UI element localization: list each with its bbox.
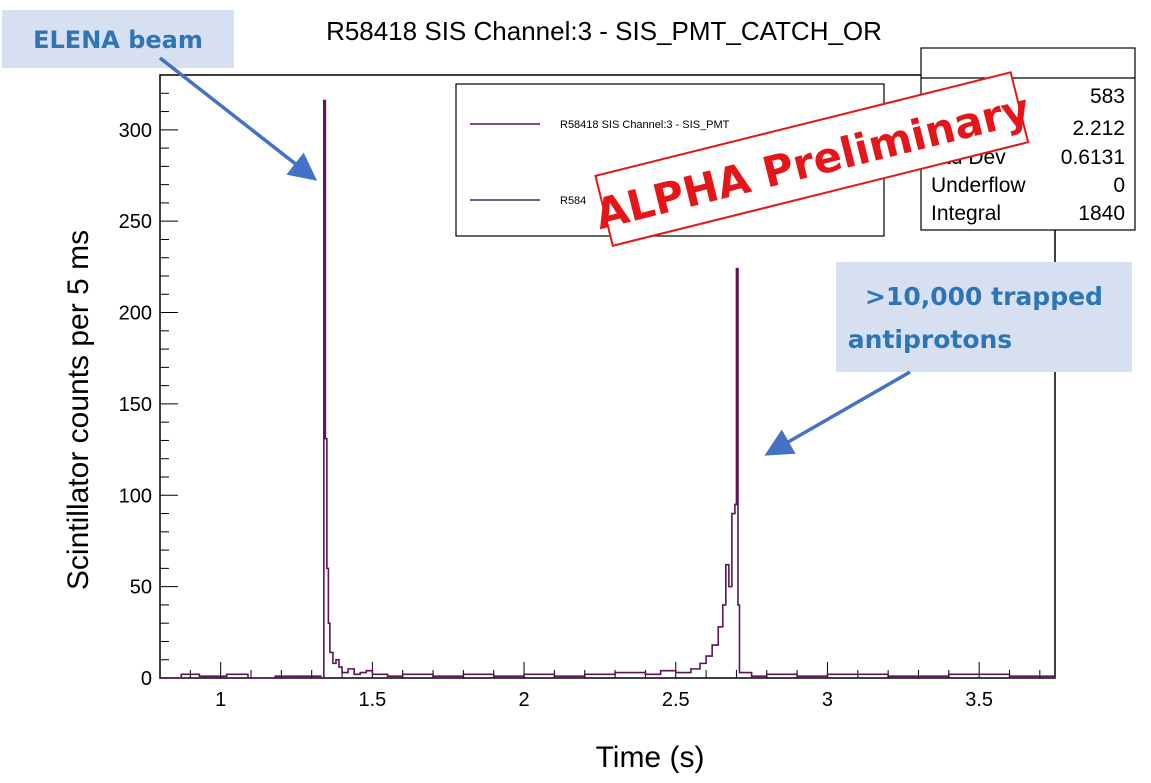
legend-entry-1: R58418 SIS Channel:3 - SIS_PMT	[560, 119, 730, 131]
stats-value-underflow: 0	[1113, 174, 1125, 197]
x-tick-label: 2	[519, 689, 530, 711]
elena-beam-arrow	[158, 56, 318, 181]
elena-beam-callout: ELENA beam	[2, 10, 318, 181]
trapped-label-box	[836, 262, 1132, 372]
plot-frame	[159, 74, 1056, 679]
stats-value-entries: 583	[1090, 85, 1125, 108]
stats-label-integral: Integral	[931, 202, 1001, 225]
trapped-antiprotons-callout: >10,000 trapped antiprotons	[764, 262, 1132, 456]
x-tick-label: 1	[215, 689, 226, 711]
series-histogram-line	[160, 99, 1056, 679]
y-tick-label: 300	[119, 120, 152, 142]
y-axis-ticks: 0 50 100 150 200 250 300	[119, 74, 178, 690]
y-tick-label: 150	[119, 394, 152, 416]
elena-beam-label-box	[2, 10, 234, 68]
stats-value-mean: 2.212	[1072, 117, 1125, 140]
trapped-label-line-2: antiprotons	[848, 325, 1012, 354]
stats-value-stddev: 0.6131	[1061, 146, 1125, 169]
y-tick-label: 250	[119, 211, 152, 233]
y-tick-label: 200	[119, 303, 152, 325]
elena-beam-label: ELENA beam	[33, 26, 203, 54]
preliminary-stamp-box	[594, 71, 1030, 247]
x-tick-label: 1.5	[358, 689, 386, 711]
stats-value-integral: 1840	[1078, 202, 1125, 225]
trapped-antiprotons-arrow	[764, 370, 911, 456]
x-tick-label: 3	[822, 689, 833, 711]
legend-entry-2: R584	[560, 195, 586, 207]
chart-title: R58418 SIS Channel:3 - SIS_PMT_CATCH_OR	[326, 16, 882, 46]
x-axis-ticks: 1 1.5 2 2.5 3 3.5	[159, 662, 1041, 711]
trapped-label-line-1: >10,000 trapped	[865, 282, 1103, 311]
y-axis-label: Scintillator counts per 5 ms	[62, 230, 95, 590]
x-tick-label: 3.5	[965, 689, 993, 711]
x-tick-label: 2.5	[662, 689, 690, 711]
y-tick-label: 50	[130, 577, 152, 599]
y-tick-label: 0	[141, 668, 152, 690]
stats-label-underflow: Underflow	[931, 174, 1026, 197]
x-axis-label: Time (s)	[596, 741, 705, 774]
y-tick-label: 100	[119, 485, 152, 507]
